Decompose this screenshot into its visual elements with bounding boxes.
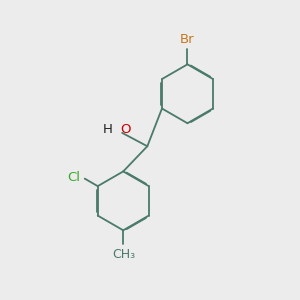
Text: O: O <box>120 123 130 136</box>
Text: Cl: Cl <box>68 171 80 184</box>
Text: CH₃: CH₃ <box>113 248 136 261</box>
Text: H: H <box>103 123 112 136</box>
Text: Br: Br <box>180 33 195 46</box>
